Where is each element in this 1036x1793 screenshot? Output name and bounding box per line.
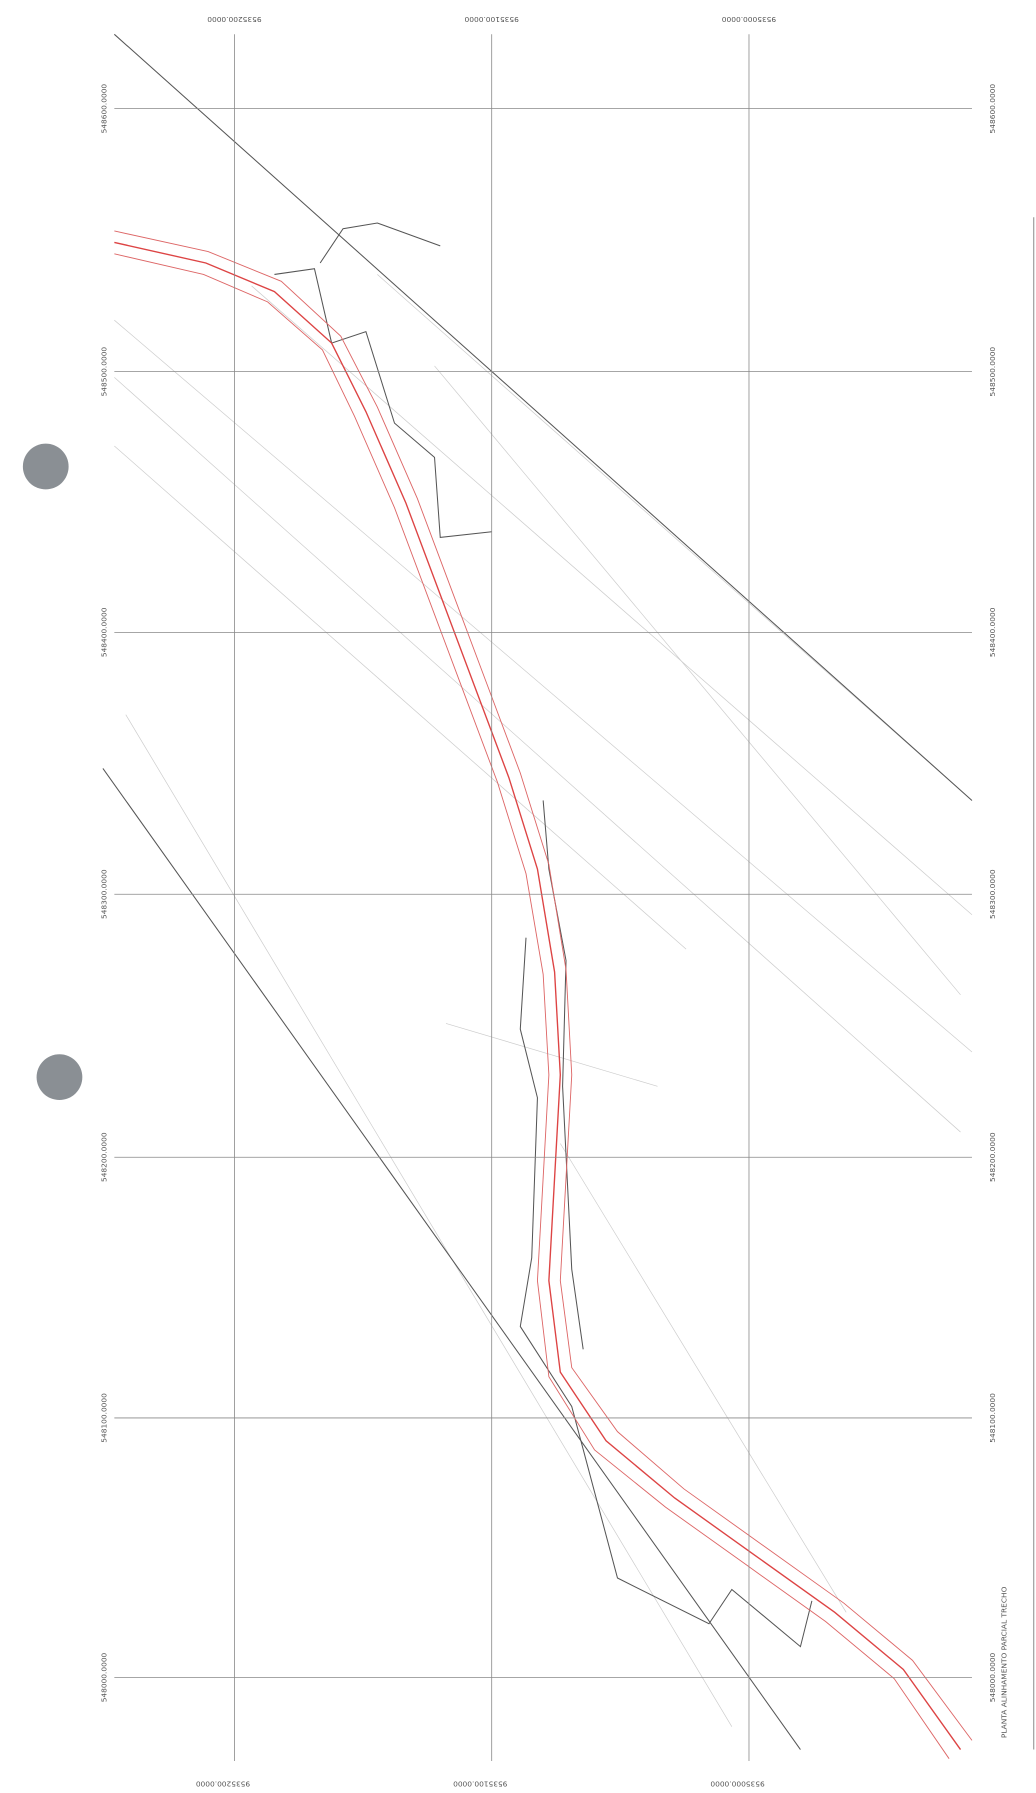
contours [114, 274, 973, 1727]
northing-label: 548400.0000 [988, 607, 997, 657]
northing-label: 548100.0000 [99, 1393, 108, 1443]
northing-label: 548500.0000 [99, 347, 108, 397]
northing-label: 548100.0000 [988, 1393, 997, 1443]
punch-hole [22, 443, 69, 490]
northing-label: 548400.0000 [99, 607, 108, 657]
easting-label: 9535000.0000 [722, 15, 777, 24]
road-edge [114, 230, 973, 1741]
easting-label: 9535200.0000 [196, 1780, 251, 1789]
northing-label: 548200.0000 [988, 1132, 997, 1182]
easting-label: 9535100.0000 [453, 1780, 508, 1789]
northing-label: 548300.0000 [99, 869, 108, 919]
coordinate-grid: 548600.0000 548600.0000 548500.0000 548500.… [99, 15, 996, 1788]
easting-label: 9535100.0000 [464, 15, 519, 24]
road-axis [114, 241, 962, 1750]
northing-label: 548600.0000 [99, 84, 108, 134]
northing-label: 548300.0000 [988, 869, 997, 919]
northing-label: 548600.0000 [988, 84, 997, 134]
northing-label: 548000.0000 [988, 1652, 997, 1702]
northing-label: 548000.0000 [99, 1652, 108, 1702]
northing-label: 548200.0000 [99, 1132, 108, 1182]
easting-label: 9535200.0000 [207, 15, 262, 24]
boundary-lines [102, 33, 973, 1750]
title-block-text: PLANTA ALINHAMENTO PARCIAL TRECHO [999, 1586, 1008, 1738]
easting-label: 9535000.0000 [710, 1780, 765, 1789]
northing-label: 548500.0000 [988, 347, 997, 397]
punch-hole [36, 1054, 83, 1101]
